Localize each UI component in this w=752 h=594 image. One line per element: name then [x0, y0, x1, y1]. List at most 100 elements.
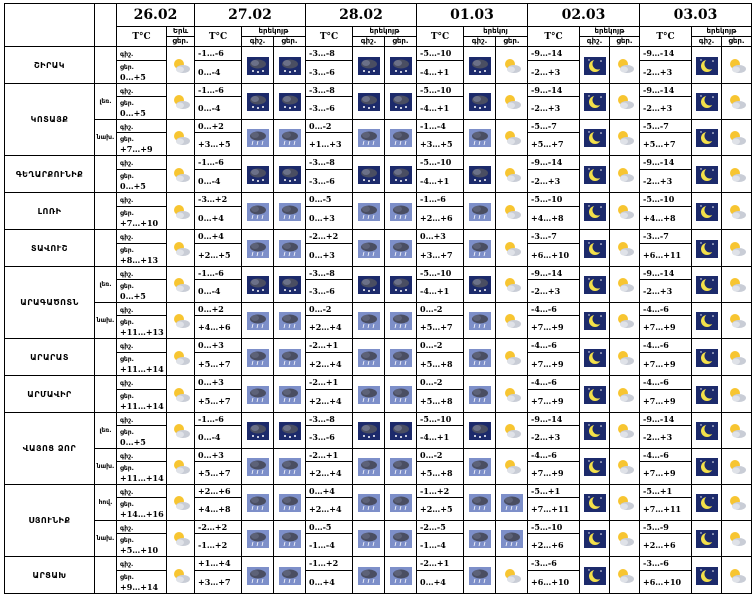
sun-cloud-icon: [169, 385, 192, 404]
period-label: ցեր.: [120, 537, 134, 544]
region-name: ԱՐՄԱՎԻՐ: [4, 375, 95, 413]
weather-icon-cell: [463, 484, 496, 521]
rain-cloud-icon: [246, 239, 269, 258]
weather-icon-cell: [273, 556, 306, 594]
temp-cell: +5…+7: [194, 389, 242, 413]
weather-icon-cell: [241, 83, 274, 120]
sun-cloud-icon: [613, 458, 636, 477]
weather-icon-cell: [721, 155, 752, 193]
snow-cloud-icon: [246, 56, 269, 75]
weather-icon-cell: [579, 119, 610, 156]
temp-cell: -1…-6: [194, 46, 242, 61]
sun-cloud-icon: [725, 312, 748, 331]
temp-header: T°C: [527, 26, 580, 47]
moon-night-icon: [695, 385, 718, 404]
temp-cell: +5…+7: [194, 352, 242, 376]
rain-cloud-icon: [357, 202, 380, 221]
night-subheader: գիշ.: [463, 36, 496, 47]
moon-night-icon: [695, 312, 718, 331]
weather-icon-cell: [384, 338, 417, 376]
temp-cell: -5…-10: [416, 266, 464, 280]
temp-cell: 0…-2: [416, 338, 464, 353]
weather-icon-cell: [495, 83, 528, 120]
temp-cell: -9…-14: [639, 155, 692, 170]
zone-label: նախ.: [94, 119, 117, 156]
temp-cell: -9…-14: [527, 412, 580, 426]
weather-icon-cell: [166, 83, 195, 120]
sun-cloud-icon: [725, 276, 748, 295]
temp-cell: -5…-9: [639, 520, 692, 534]
temp-cell: +2…+4: [305, 461, 353, 485]
weather-icon-cell: [691, 412, 722, 449]
temp-value: +9…+14: [120, 582, 159, 592]
temp-cell: գիշ.: [116, 556, 167, 571]
temp-cell: +2…+6: [639, 533, 692, 557]
rain-cloud-icon: [246, 530, 269, 549]
temp-cell: ցեր. +7…+10: [116, 206, 167, 230]
weather-icon-cell: [463, 338, 496, 376]
table-row: նախ. գիշ. 0…+2 0…-2 0…-2 -4…-6 -4…-6: [5, 302, 752, 339]
weather-icon-cell: [721, 338, 752, 376]
weather-icon-cell: [721, 83, 752, 120]
snow-cloud-icon: [246, 422, 269, 441]
weather-icon-cell: [166, 119, 195, 156]
day-header: երեկոյ: [463, 26, 528, 37]
temp-cell: -2…+3: [527, 279, 580, 303]
temp-cell: +5…+7: [416, 315, 464, 339]
temp-header: T°C: [194, 26, 242, 47]
region-name: ԼՈՌԻ: [4, 192, 95, 230]
rain-cloud-icon: [278, 239, 301, 258]
snow-cloud-icon: [468, 276, 491, 295]
temp-cell: -5…-10: [416, 46, 464, 61]
temp-cell: +3…+7: [416, 243, 464, 267]
rain-cloud-icon: [357, 458, 380, 477]
sun-cloud-icon: [725, 458, 748, 477]
temp-cell: 0…+3: [305, 206, 353, 230]
sun-cloud-icon: [725, 202, 748, 221]
temp-cell: +1…+3: [305, 132, 353, 156]
sun-cloud-icon: [500, 202, 523, 221]
rain-cloud-icon: [357, 348, 380, 367]
temp-cell: +6…+10: [527, 570, 580, 594]
weather-icon-cell: [166, 192, 195, 230]
temp-cell: +7…+9: [527, 315, 580, 339]
temp-cell: գիշ.: [116, 119, 167, 133]
temp-cell: -3…-8: [305, 46, 353, 61]
weather-icon-cell: [579, 375, 610, 413]
day-subheader: ցեր.: [721, 36, 752, 47]
period-label: գիշ.: [120, 87, 134, 95]
date-header: 03.03: [639, 3, 752, 27]
sun-cloud-icon: [500, 385, 523, 404]
table-row: ՇԻՐԱԿ գիշ. -1…-6 -3…-8 -5…-10 -9…-14 -9…-14: [4, 46, 752, 84]
zone-label: նախ.: [94, 520, 117, 557]
sun-cloud-icon: [725, 422, 748, 441]
temp-cell: 0…+4: [194, 229, 242, 244]
snow-cloud-icon: [357, 276, 380, 295]
temp-cell: ցեր. +8…+13: [116, 243, 167, 267]
weather-icon-cell: [691, 375, 722, 413]
moon-night-icon: [583, 276, 606, 295]
temp-value: +11…+14: [120, 364, 164, 374]
sun-cloud-icon: [169, 276, 192, 295]
temp-cell: -2…+3: [639, 279, 692, 303]
sun-cloud-icon: [725, 348, 748, 367]
moon-night-icon: [695, 165, 718, 184]
temp-cell: -2…+3: [527, 60, 580, 84]
weather-icon-cell: [352, 83, 385, 120]
temp-cell: -2…+1: [305, 448, 353, 462]
rain-cloud-icon: [278, 312, 301, 331]
weather-icon-cell: [273, 46, 306, 84]
weather-icon-cell: [463, 192, 496, 230]
weather-icon-cell: [384, 46, 417, 84]
moon-night-icon: [583, 165, 606, 184]
moon-night-icon: [583, 93, 606, 112]
weather-icon-cell: [579, 83, 610, 120]
date-header: 28.02: [305, 3, 417, 27]
temp-cell: -2…+3: [639, 96, 692, 120]
temp-cell: 0…+3: [416, 229, 464, 244]
weather-icon-cell: [463, 412, 496, 449]
sun-cloud-icon: [725, 385, 748, 404]
rain-cloud-icon: [389, 494, 412, 513]
day-header: Երև: [166, 26, 195, 37]
temp-cell: -4…-6: [527, 338, 580, 353]
